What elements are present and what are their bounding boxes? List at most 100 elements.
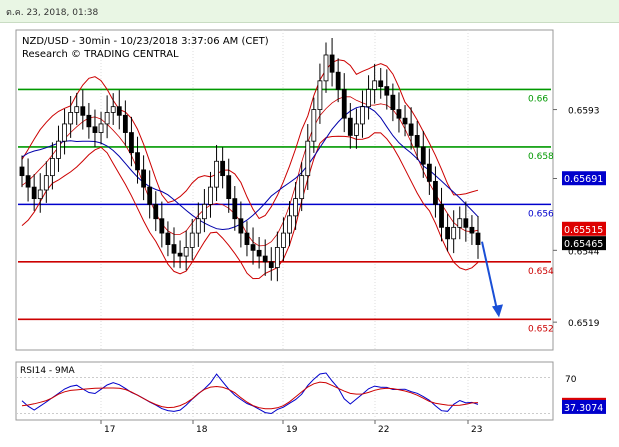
candle-body	[451, 226, 457, 240]
candle-body	[153, 203, 159, 220]
candle-body	[305, 140, 311, 177]
candle-body	[244, 232, 250, 245]
x-tick-label: 17	[104, 425, 115, 435]
price-tag	[562, 236, 606, 251]
price-tag	[562, 221, 606, 236]
candle-body	[147, 186, 153, 205]
candle-body	[408, 123, 414, 136]
y-tick-label: 0.6519	[568, 319, 600, 329]
candle-body	[414, 135, 420, 148]
candle-body	[31, 186, 37, 200]
candle-body	[341, 89, 347, 119]
chart-title: NZD/USD - 30min - 10/23/2018 3:37:06 AM …	[22, 36, 269, 47]
candle-body	[232, 198, 238, 220]
candle-body	[43, 175, 49, 191]
candle-body	[110, 106, 116, 113]
candle-body	[68, 112, 74, 125]
candle-body	[402, 117, 408, 125]
candle-body	[104, 112, 110, 125]
candle-body	[250, 244, 256, 251]
candle-body	[256, 249, 262, 257]
candle-body	[135, 152, 140, 171]
rsi-value-label: 37.3074	[564, 403, 603, 414]
candle-body	[281, 232, 286, 248]
price-tag-label: 0.65465	[564, 239, 603, 250]
candle-body	[329, 54, 335, 73]
price-tag-label: 0.65691	[564, 174, 603, 185]
candle-body	[299, 175, 305, 200]
y-tick-label: 0.6544	[568, 247, 600, 257]
y-tick-label: 0.6593	[568, 107, 600, 117]
candle-body	[195, 218, 201, 234]
candle-body	[311, 109, 317, 142]
candle-body	[439, 203, 444, 228]
candle-body	[353, 123, 359, 136]
candle-body	[177, 252, 183, 257]
candle-body	[445, 226, 451, 240]
candle-body	[226, 175, 232, 200]
level-label: 0.658	[528, 152, 554, 162]
candle-body	[25, 175, 31, 188]
candle-body	[262, 255, 268, 263]
candle-body	[98, 123, 104, 133]
candle-body	[378, 80, 384, 87]
candle-body	[189, 232, 195, 248]
candle-body	[293, 198, 299, 217]
candle-body	[201, 203, 207, 220]
candle-body	[317, 80, 323, 110]
x-tick-label: 23	[471, 425, 482, 435]
candle-body	[159, 218, 165, 234]
rsi-label: RSI14 - 9MA	[20, 366, 76, 376]
candle-body	[475, 232, 481, 245]
rsi-value-tag	[562, 399, 606, 414]
x-tick-label: 22	[378, 425, 389, 435]
candle-body	[463, 218, 469, 228]
candle-body	[80, 106, 86, 116]
candle-body	[390, 94, 396, 110]
candle-body	[396, 109, 402, 119]
lower-band-line	[21, 132, 479, 280]
candle-body	[457, 218, 463, 228]
candle-body	[384, 86, 390, 96]
candle-body	[141, 169, 147, 188]
level-label: 0.654	[528, 267, 554, 277]
candle-body	[274, 247, 280, 268]
candle-body	[208, 186, 213, 205]
candle-body	[426, 163, 432, 182]
candle-body	[62, 123, 67, 142]
candle-body	[86, 114, 92, 128]
candle-body	[469, 226, 475, 234]
candle-body	[116, 106, 122, 116]
level-label: 0.656	[528, 209, 554, 219]
candle-body	[347, 117, 353, 136]
candle-body	[37, 189, 43, 200]
datetime-header-bar: ต.ค. 23, 2018, 01:38	[0, 0, 619, 23]
moving-average-line	[21, 105, 479, 231]
candle-body	[372, 80, 378, 90]
candle-body	[287, 215, 292, 234]
candle-body	[214, 160, 219, 188]
candle-body	[50, 157, 55, 177]
candle-body	[268, 261, 274, 268]
candle-body	[165, 232, 171, 245]
candle-body	[360, 106, 365, 125]
candle-body	[323, 54, 329, 82]
level-label: 0.66	[528, 94, 548, 104]
chart-subtitle: Research © TRADING CENTRAL	[22, 49, 179, 60]
candle-body	[74, 106, 80, 113]
candle-body	[183, 247, 189, 257]
price-panel	[15, 29, 554, 351]
candle-body	[220, 160, 226, 177]
candle-body	[92, 126, 98, 133]
rsi-ma-line	[21, 381, 479, 410]
level-label: 0.652	[528, 324, 554, 334]
forecast-arrowhead	[492, 304, 503, 318]
x-tick-label: 19	[286, 425, 298, 435]
candle-body	[366, 89, 371, 108]
price-tag	[562, 171, 606, 186]
mid-band-line	[21, 96, 479, 247]
candle-body	[420, 146, 426, 165]
candle-body	[19, 166, 25, 177]
rsi-ytick-70: 70	[565, 375, 577, 385]
